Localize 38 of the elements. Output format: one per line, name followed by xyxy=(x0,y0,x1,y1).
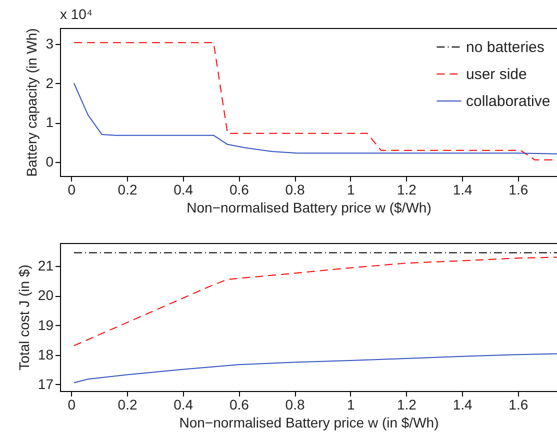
line-series xyxy=(73,256,557,346)
x-tick-label: 0.2 xyxy=(118,396,138,412)
legend-label: collaborative xyxy=(466,93,550,110)
y-tick-label: 1 xyxy=(46,114,54,130)
y-tick-label: 0 xyxy=(46,154,54,170)
y-tick-label: 17 xyxy=(38,376,54,392)
y-tick-label: 18 xyxy=(38,346,54,362)
y-tick-label: 19 xyxy=(38,316,54,333)
x-tick-label: 0 xyxy=(68,182,76,198)
x-tick-label: 0.8 xyxy=(285,182,305,198)
x-tick-label: 0.4 xyxy=(174,182,194,198)
x-axis-title: Non−normalised Battery price w ($/Wh) xyxy=(186,200,432,216)
x-tick-label: 1 xyxy=(346,396,355,412)
x-tick-label: 0.2 xyxy=(118,182,138,198)
y-axis-title: Total cost J (in $) xyxy=(16,264,32,370)
x-tick-label: 0.6 xyxy=(229,396,250,412)
x-tick-label: 0 xyxy=(68,396,76,412)
x-tick-label: 1 xyxy=(346,182,355,198)
y-tick-label: 2 xyxy=(46,74,54,91)
y-tick-label: 21 xyxy=(38,258,54,274)
y-tick-label: 20 xyxy=(38,287,54,304)
x-tick-label: 1.4 xyxy=(452,182,473,198)
x-tick-label: 1.6 xyxy=(508,182,528,198)
x-axis-title: Non−normalised Battery price w (in $/Wh) xyxy=(179,414,439,430)
x-tick-label: 0.8 xyxy=(285,396,305,412)
x-tick-label: 1.2 xyxy=(396,396,417,412)
y-axis-title: Battery capacity (in Wh) xyxy=(24,28,40,177)
x-tick-label: 0.6 xyxy=(229,182,250,198)
line-series xyxy=(73,82,557,154)
x-tick-label: 1.4 xyxy=(452,396,473,412)
x-tick-label: 1.2 xyxy=(396,182,417,198)
y-tick-label: 3 xyxy=(46,35,54,52)
legend-label: no batteries xyxy=(466,39,544,56)
text: x 10⁴ xyxy=(60,6,92,22)
x-tick-label: 1.6 xyxy=(508,396,528,412)
x-tick-label: 0.4 xyxy=(174,396,194,412)
line-series xyxy=(73,353,557,384)
legend-label: user side xyxy=(466,66,527,83)
